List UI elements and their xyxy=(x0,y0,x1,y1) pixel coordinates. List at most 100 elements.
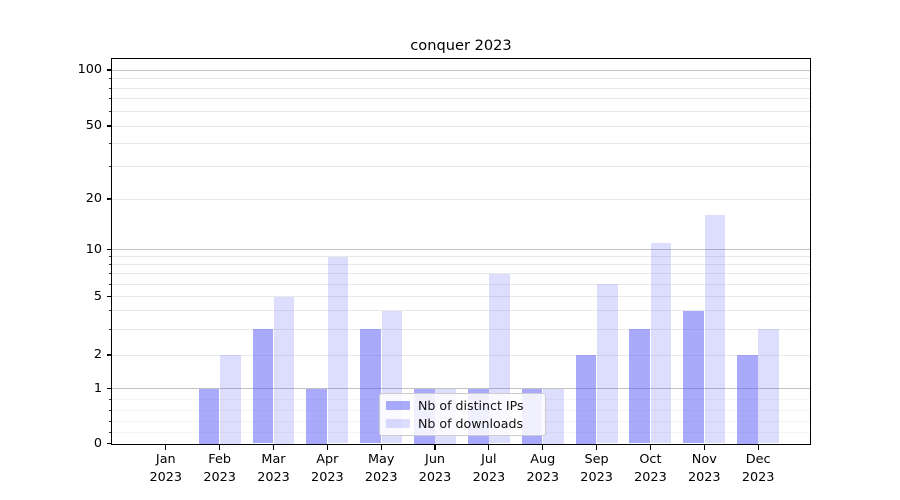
gridline xyxy=(112,143,810,145)
y-minor-tick xyxy=(108,283,112,285)
x-tick xyxy=(542,445,544,450)
x-tick-label: Nov 2023 xyxy=(688,452,721,485)
gridline xyxy=(112,166,810,168)
y-minor-tick xyxy=(108,110,112,112)
legend-label-downloads: Nb of downloads xyxy=(418,415,524,431)
bar-downloads-apr xyxy=(327,256,349,444)
x-tick xyxy=(434,445,436,450)
x-tick xyxy=(165,445,167,450)
gridline xyxy=(112,256,810,258)
x-tick-label: May 2023 xyxy=(364,452,398,485)
y-minor-tick xyxy=(108,198,112,200)
y-minor-tick xyxy=(108,87,112,89)
gridline xyxy=(112,249,810,250)
x-tick-label: Dec 2023 xyxy=(741,452,775,485)
gridline xyxy=(112,354,810,356)
bar-distinct-ips-apr xyxy=(306,388,328,444)
y-minor-tick xyxy=(108,432,112,433)
y-minor-tick xyxy=(108,421,112,422)
gridline xyxy=(112,69,810,71)
gridline xyxy=(112,198,810,200)
bar-distinct-ips-may xyxy=(360,329,381,444)
y-minor-tick xyxy=(108,310,112,312)
y-tick xyxy=(107,248,112,251)
legend-swatch-distinct-ips xyxy=(386,401,410,411)
bar-downloads-aug xyxy=(543,388,564,444)
gridline xyxy=(112,328,810,330)
bar-downloads-dec xyxy=(758,329,780,444)
x-tick-label: Feb 2023 xyxy=(203,452,236,485)
x-tick xyxy=(757,445,759,450)
y-tick xyxy=(107,125,112,127)
bar-distinct-ips-sep xyxy=(575,355,597,444)
legend-item-downloads: Nb of downloads xyxy=(386,416,538,431)
x-tick xyxy=(326,445,328,450)
x-tick xyxy=(649,445,652,450)
bar-distinct-ips-nov xyxy=(683,310,704,444)
y-tick xyxy=(107,387,112,390)
y-tick xyxy=(107,442,112,445)
gridline xyxy=(112,78,810,79)
plot-frame xyxy=(111,58,811,445)
gridline xyxy=(112,110,810,112)
bar-downloads-mar xyxy=(273,296,295,444)
gridline xyxy=(112,273,810,275)
bar-downloads-sep xyxy=(596,284,618,444)
y-tick-label: 20 xyxy=(85,191,102,206)
x-tick-label: Oct 2023 xyxy=(634,452,667,485)
y-tick xyxy=(107,295,112,298)
y-minor-tick xyxy=(108,78,112,79)
y-tick xyxy=(107,69,112,71)
y-minor-tick xyxy=(108,399,112,400)
y-minor-tick xyxy=(108,143,112,145)
y-minor-tick xyxy=(108,354,112,356)
y-tick xyxy=(107,354,112,356)
y-minor-tick xyxy=(108,256,112,258)
y-tick-label: 50 xyxy=(85,118,102,133)
y-minor-tick xyxy=(108,166,112,168)
gridline xyxy=(112,125,810,127)
x-tick xyxy=(596,445,598,450)
x-tick-label: Jan 2023 xyxy=(149,452,183,485)
y-minor-tick xyxy=(108,410,112,411)
gridline xyxy=(112,264,810,266)
x-tick xyxy=(219,445,221,450)
bar-distinct-ips-oct xyxy=(629,329,651,444)
gridline xyxy=(112,388,810,389)
y-minor-tick xyxy=(108,264,112,266)
x-tick xyxy=(488,445,490,450)
bar-distinct-ips-mar xyxy=(252,329,274,444)
x-tick-label: Mar 2023 xyxy=(257,452,290,485)
x-tick xyxy=(272,445,275,450)
chart-title: conquer 2023 xyxy=(410,37,512,54)
x-tick-label: Jul 2023 xyxy=(472,452,506,485)
legend-label-distinct-ips: Nb of distinct IPs xyxy=(418,398,524,414)
gridline xyxy=(112,98,810,100)
legend-item-distinct-ips: Nb of distinct IPs xyxy=(386,398,538,413)
y-minor-tick xyxy=(108,98,112,100)
y-tick-label: 2 xyxy=(93,347,102,362)
x-tick xyxy=(380,445,382,450)
bar-distinct-ips-dec xyxy=(737,355,758,444)
gridline xyxy=(112,296,810,297)
bar-downloads-feb xyxy=(219,355,241,444)
gridline xyxy=(112,310,810,312)
bar-distinct-ips-feb xyxy=(198,388,220,444)
y-tick-label: 0 xyxy=(93,435,102,451)
y-tick-label: 1 xyxy=(93,380,102,396)
legend-swatch-downloads xyxy=(386,418,410,428)
x-tick-label: Sep 2023 xyxy=(580,452,613,485)
x-tick-label: Aug 2023 xyxy=(526,452,560,485)
gridline xyxy=(112,283,810,285)
bar-downloads-oct xyxy=(650,242,672,444)
x-tick-label: Apr 2023 xyxy=(311,452,344,485)
x-tick-label: Jun 2023 xyxy=(418,452,452,485)
y-tick-label: 100 xyxy=(77,62,102,77)
x-tick xyxy=(703,445,705,450)
y-minor-tick xyxy=(108,273,112,275)
y-tick xyxy=(107,198,112,200)
bar-downloads-nov xyxy=(704,215,726,444)
y-minor-tick xyxy=(108,328,112,330)
y-tick-label: 10 xyxy=(85,241,102,257)
